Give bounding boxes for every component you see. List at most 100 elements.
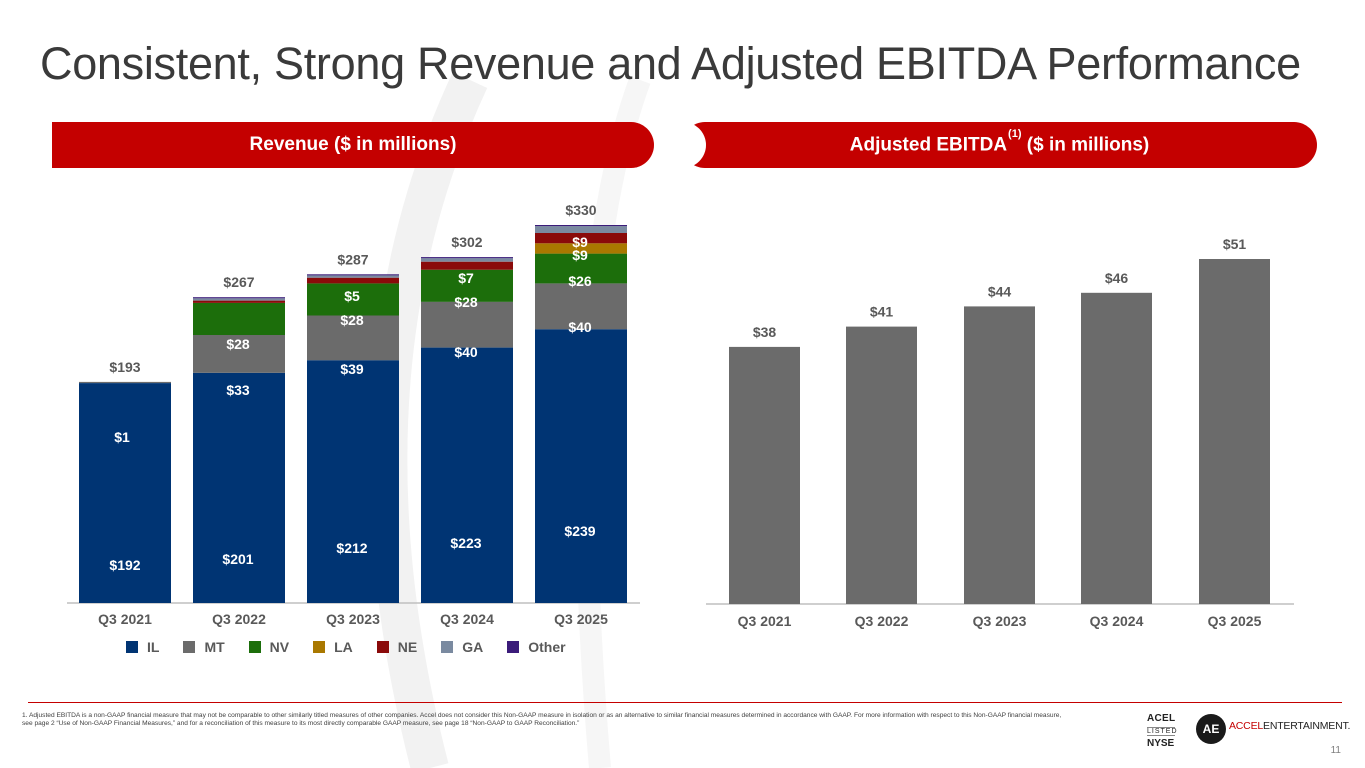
revenue-segment-label-nv: $26: [568, 273, 592, 289]
legend-swatch: [441, 641, 454, 653]
revenue-bar-mt: [193, 335, 285, 373]
revenue-segment-label-mt: $40: [454, 344, 478, 360]
revenue-segment-label-mt: $33: [226, 382, 250, 398]
revenue-bar-il: [307, 360, 399, 603]
revenue-segment-label-nv: $28: [340, 312, 364, 328]
revenue-segment-label-ne: $9: [572, 234, 588, 250]
revenue-bar-mt: [535, 283, 627, 330]
legend-label: MT: [204, 639, 225, 655]
revenue-total-label: $287: [337, 251, 368, 267]
revenue-bar-mt: [307, 315, 399, 361]
ebitda-banner-label: Adjusted EBITDA(1) ($ in millions): [849, 127, 1150, 156]
revenue-legend: IL MT NV LA NE GA Other: [126, 639, 590, 655]
revenue-bar-other: [421, 257, 513, 259]
revenue-total-label: $193: [109, 359, 140, 375]
company-logo-text: ACCELENTERTAINMENT.: [1229, 720, 1351, 732]
legend-label: NV: [269, 639, 290, 655]
ebitda-value-label: $44: [988, 283, 1012, 299]
revenue-category-label: Q3 2022: [212, 611, 266, 627]
legend-label: Other: [528, 639, 566, 655]
exchange: NYSE: [1147, 738, 1175, 749]
revenue-category-label: Q3 2024: [440, 611, 494, 627]
revenue-banner: Revenue ($ in millions): [52, 122, 654, 168]
revenue-bar-il: [79, 383, 171, 603]
legend-label: IL: [147, 639, 160, 655]
revenue-segment-label-la: $9: [572, 247, 588, 263]
legend-item-il: IL: [126, 639, 159, 655]
revenue-category-label: Q3 2021: [98, 611, 152, 627]
ebitda-bar: [1199, 259, 1270, 604]
revenue-bar-other: [307, 274, 399, 276]
revenue-bar-ga: [307, 275, 399, 278]
legend-swatch: [313, 641, 326, 653]
ebitda-category-label: Q3 2023: [973, 613, 1027, 629]
revenue-bar-nv: [193, 302, 285, 335]
revenue-total-label: $330: [565, 202, 596, 218]
revenue-segment-label-ne: $5: [344, 288, 360, 304]
legend-item-la: LA: [313, 639, 353, 655]
page-title: Consistent, Strong Revenue and Adjusted …: [40, 38, 1301, 89]
ebitda-bar: [846, 326, 917, 604]
revenue-bar-la: [535, 243, 627, 254]
ebitda-bar: [964, 306, 1035, 604]
legend-swatch: [507, 641, 520, 653]
revenue-total-label: $302: [451, 234, 482, 250]
ebitda-category-label: Q3 2022: [855, 613, 909, 629]
page-number: 11: [1330, 745, 1341, 756]
revenue-segment-label-mt: $1: [114, 429, 130, 445]
revenue-bar-other: [535, 225, 627, 227]
revenue-bar-mt: [421, 301, 513, 348]
revenue-bar-il: [193, 372, 285, 603]
revenue-segment-label-nv: $28: [454, 294, 478, 310]
legend-item-ne: NE: [376, 639, 418, 655]
listed-word: LISTED: [1147, 727, 1178, 736]
revenue-category-label: Q3 2025: [554, 611, 608, 627]
revenue-bar-ga: [535, 226, 627, 233]
company-logo-icon: AE: [1196, 714, 1226, 744]
legend-swatch: [126, 641, 138, 653]
revenue-segment-label-il: $201: [222, 551, 253, 567]
ebitda-value-label: $51: [1223, 236, 1247, 252]
revenue-bar-ga: [193, 298, 285, 301]
revenue-segment-label-il: $239: [564, 523, 595, 539]
revenue-bar-mt: [79, 381, 171, 383]
legend-item-nv: NV: [248, 639, 290, 655]
legend-item-other: Other: [507, 639, 566, 655]
revenue-segment-label-il: $212: [336, 540, 367, 556]
ebitda-value-label: $41: [870, 304, 894, 320]
ebitda-value-label: $46: [1105, 270, 1129, 286]
legend-swatch: [183, 641, 196, 653]
nyse-listed-badge: ACEL LISTED NYSE: [1147, 713, 1179, 749]
revenue-bar-ne: [193, 300, 285, 303]
revenue-bar-il: [535, 329, 627, 603]
ebitda-value-label: $38: [753, 324, 777, 340]
revenue-segment-label-mt: $40: [568, 319, 592, 335]
legend-label: NE: [397, 639, 418, 655]
footer-divider: [28, 702, 1342, 703]
revenue-segment-label-mt: $39: [340, 361, 364, 377]
revenue-total-label: $267: [223, 274, 254, 290]
ebitda-banner: Adjusted EBITDA(1) ($ in millions): [682, 122, 1317, 168]
legend-item-mt: MT: [183, 639, 225, 655]
ebitda-category-label: Q3 2024: [1090, 613, 1144, 629]
ticker: ACEL: [1147, 713, 1176, 724]
revenue-bar-ne: [307, 277, 399, 284]
legend-item-ga: GA: [441, 639, 483, 655]
revenue-segment-label-il: $192: [109, 557, 140, 573]
revenue-segment-label-ne: $7: [458, 270, 474, 286]
revenue-bar-other: [193, 297, 285, 299]
ebitda-category-label: Q3 2021: [738, 613, 792, 629]
revenue-segment-label-il: $223: [450, 535, 481, 551]
revenue-segment-label-nv: $28: [226, 336, 250, 352]
ebitda-bar: [1081, 292, 1152, 604]
revenue-bar-nv: [307, 283, 399, 316]
revenue-bar-il: [421, 347, 513, 603]
revenue-bar-ga: [421, 258, 513, 262]
footnote: 1. Adjusted EBITDA is a non-GAAP financi…: [22, 712, 1062, 727]
ebitda-bar: [729, 346, 800, 604]
revenue-bar-nv: [535, 253, 627, 284]
ebitda-category-label: Q3 2025: [1208, 613, 1262, 629]
revenue-banner-label: Revenue ($ in millions): [249, 134, 457, 155]
legend-swatch: [376, 641, 389, 653]
